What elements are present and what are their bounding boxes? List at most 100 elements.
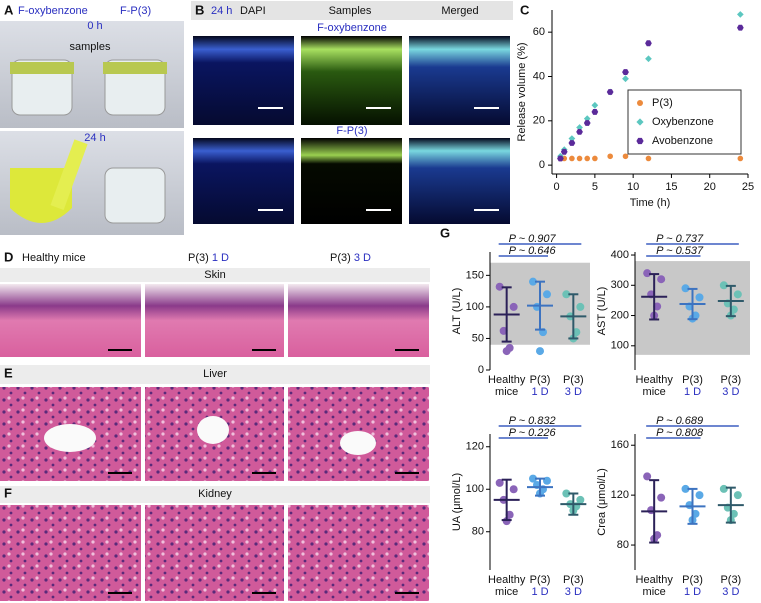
legend-label: P(3) <box>652 97 673 109</box>
x-tick-label: mice <box>495 586 518 598</box>
x-tick-label: 3 D <box>565 586 582 598</box>
x-tick-label: 3 D <box>565 386 582 398</box>
column-label: P(3) 3 D <box>330 252 371 264</box>
x-tick-label: 25 <box>742 181 754 193</box>
column-label: Healthy mice <box>22 252 86 264</box>
point <box>592 155 598 162</box>
column-label: Merged <box>441 5 478 17</box>
histology <box>145 284 284 357</box>
point <box>606 89 614 95</box>
day: 1 D <box>212 252 229 264</box>
x-tick-label: Healthy <box>636 574 674 586</box>
x-tick-label: P(3) <box>682 574 703 586</box>
point <box>681 284 690 293</box>
point <box>657 493 666 502</box>
y-tick-label: 300 <box>611 279 629 291</box>
x-tick-label: P(3) <box>720 374 741 386</box>
header-bar <box>0 365 430 384</box>
column-label: DAPI <box>240 5 266 17</box>
y-tick-label: 50 <box>472 332 484 344</box>
micrograph <box>193 138 294 224</box>
point <box>645 55 652 63</box>
micrograph <box>409 36 510 125</box>
micrograph <box>301 36 402 125</box>
x-tick-label: 5 <box>592 181 598 193</box>
x-tick-label: mice <box>495 386 518 398</box>
x-tick-label: 0 <box>554 181 560 193</box>
y-tick-label: 20 <box>533 115 545 127</box>
panel-label: F <box>4 485 12 500</box>
panel-label: E <box>4 365 13 380</box>
point <box>737 24 744 31</box>
point <box>569 155 575 162</box>
header-bar <box>0 486 430 503</box>
y-tick-label: 120 <box>611 489 629 501</box>
point <box>643 269 652 278</box>
y-tick-label: 80 <box>472 526 484 538</box>
time-label: 0 h <box>87 20 102 32</box>
point <box>622 75 629 83</box>
point <box>568 135 576 142</box>
point <box>495 478 504 487</box>
histology <box>145 505 284 601</box>
point <box>560 148 568 155</box>
point <box>657 275 666 284</box>
x-tick-label: Healthy <box>488 574 526 586</box>
panel-label: B <box>195 2 204 17</box>
point <box>502 347 511 356</box>
panel-label: D <box>4 249 13 264</box>
point <box>583 120 591 126</box>
column-label: Samples <box>329 5 372 17</box>
x-tick-label: mice <box>643 386 666 398</box>
row-label: F-oxybenzone <box>317 22 387 34</box>
y-axis-label: UA (μmol/L) <box>451 473 463 531</box>
y-axis-label: Release volume (%) <box>516 42 528 141</box>
time-label: 24 h <box>84 132 105 144</box>
x-tick-label: 1 D <box>531 386 548 398</box>
group-name: P(3) <box>330 252 351 264</box>
point <box>645 40 652 47</box>
y-axis-label: AST (U/L) <box>596 287 608 336</box>
tissue-label: Skin <box>204 269 225 281</box>
vial <box>104 167 166 224</box>
photo-label: F-P(3) <box>120 5 151 17</box>
p-value: P ~ 0.537 <box>656 245 704 257</box>
tissue-label: Kidney <box>198 488 232 500</box>
point <box>645 155 652 162</box>
column-label: P(3) 1 D <box>188 252 229 264</box>
point <box>695 293 704 302</box>
x-tick-label: mice <box>643 586 666 598</box>
y-tick-label: 40 <box>533 70 545 82</box>
y-tick-label: 80 <box>617 539 629 551</box>
x-tick-label: 10 <box>627 181 639 193</box>
point <box>562 290 571 299</box>
micrograph <box>301 138 402 224</box>
row-label: F-P(3) <box>336 125 367 137</box>
point <box>576 495 585 504</box>
header-bar <box>0 268 430 282</box>
y-tick-label: 120 <box>466 441 484 453</box>
x-tick-label: P(3) <box>530 574 551 586</box>
point <box>576 129 583 135</box>
point <box>607 153 613 160</box>
sample <box>10 62 74 74</box>
point <box>568 140 576 146</box>
histology <box>288 505 429 601</box>
y-tick-label: 400 <box>611 249 629 261</box>
point <box>737 11 744 18</box>
y-tick-label: 100 <box>466 301 484 313</box>
x-tick-label: P(3) <box>530 374 551 386</box>
vessel <box>44 424 96 452</box>
y-tick-label: 0 <box>539 159 545 171</box>
x-axis-label: Time (h) <box>630 197 671 209</box>
p-value: P ~ 0.226 <box>509 427 557 439</box>
x-tick-label: 1 D <box>531 586 548 598</box>
point <box>591 109 599 115</box>
y-tick-label: 150 <box>466 269 484 281</box>
y-tick-label: 60 <box>533 26 545 38</box>
point <box>509 302 518 311</box>
point <box>529 474 537 483</box>
vial-arm <box>50 139 88 210</box>
y-axis-label: ALT (U/L) <box>451 288 463 335</box>
